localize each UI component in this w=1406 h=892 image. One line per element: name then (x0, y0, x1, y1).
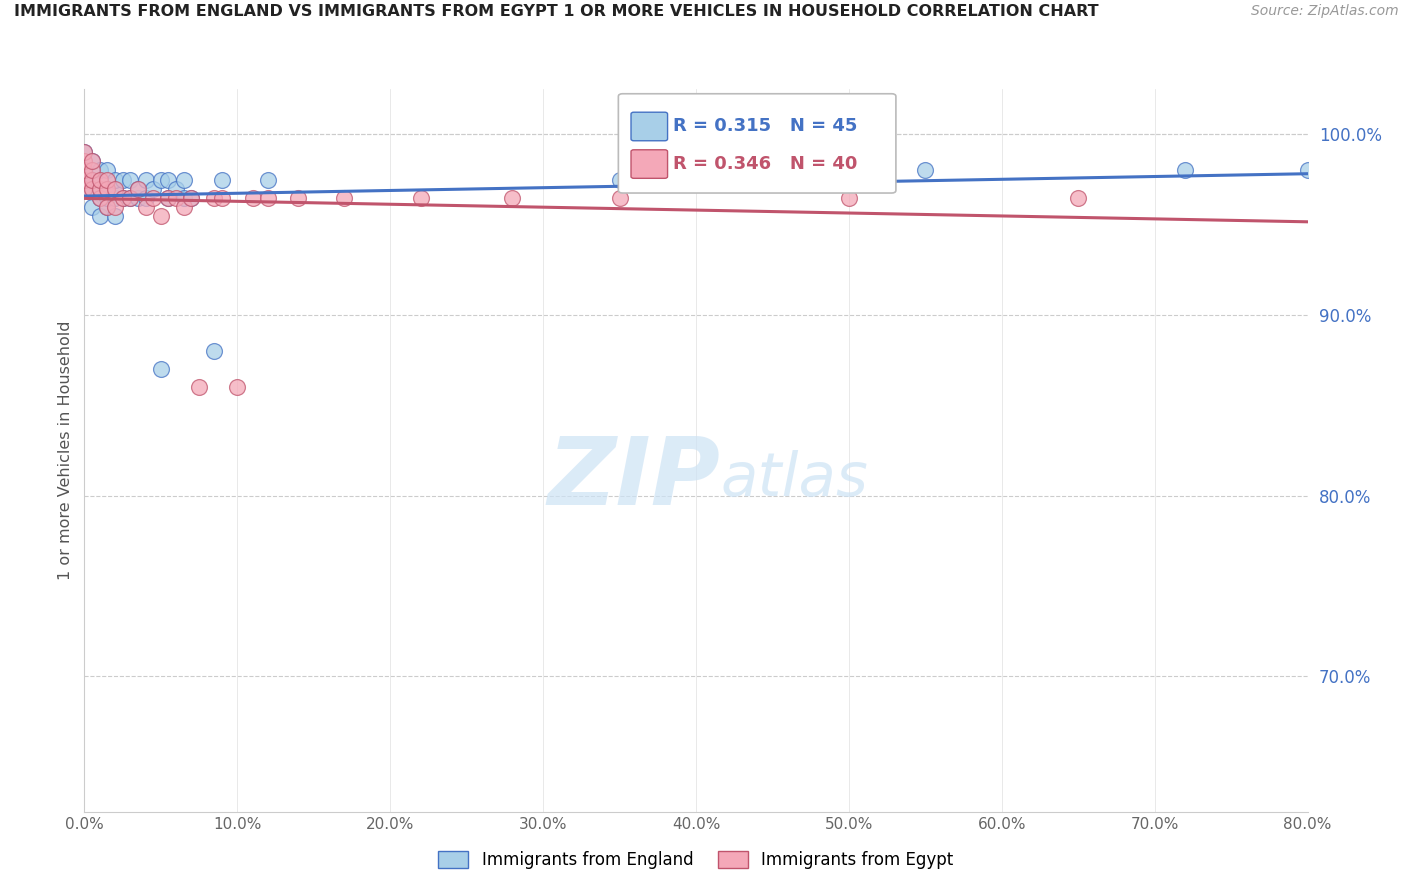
Point (80, 172, 103, 186)
Text: atlas: atlas (720, 450, 869, 508)
Text: ZIP: ZIP (547, 434, 720, 525)
Point (104, 172, 127, 186)
Point (89, 172, 111, 186)
Point (73, 145, 96, 160)
Point (80, 172, 103, 186)
Point (80, 154, 103, 169)
Point (80, 154, 103, 169)
Point (73, 172, 96, 186)
Point (257, 190, 280, 204)
Point (96, 200, 118, 214)
Point (173, 200, 195, 214)
Point (149, 362, 172, 376)
Point (89, 190, 111, 204)
Point (333, 190, 356, 204)
Point (104, 181, 127, 195)
Point (149, 172, 172, 186)
Point (157, 190, 180, 204)
Point (80, 200, 103, 214)
Point (111, 190, 134, 204)
Point (211, 172, 233, 186)
Point (1067, 190, 1090, 204)
Point (96, 190, 118, 204)
Point (73, 163, 96, 178)
Point (104, 190, 127, 204)
Point (96, 163, 118, 178)
Point (120, 172, 142, 186)
Point (73, 181, 96, 195)
Point (73, 154, 96, 169)
Point (96, 200, 118, 214)
Point (180, 190, 202, 204)
Point (180, 190, 202, 204)
Point (80, 181, 103, 195)
Point (127, 190, 149, 204)
Y-axis label: 1 or more Vehicles in Household: 1 or more Vehicles in Household (58, 321, 73, 580)
Point (242, 190, 264, 204)
Point (135, 172, 157, 186)
Point (502, 190, 524, 204)
Point (80, 163, 103, 178)
Point (609, 190, 631, 204)
Point (89, 209, 111, 223)
Point (226, 380, 249, 394)
Point (96, 172, 118, 186)
Point (838, 190, 860, 204)
Point (165, 190, 187, 204)
Point (111, 172, 134, 186)
Point (135, 200, 157, 214)
Point (157, 172, 180, 186)
Point (135, 190, 157, 204)
Point (609, 172, 631, 186)
Point (1174, 163, 1197, 178)
Point (80, 181, 103, 195)
Point (104, 200, 127, 214)
Point (89, 172, 111, 186)
Point (914, 163, 936, 178)
Point (96, 181, 118, 195)
Point (409, 190, 432, 204)
Text: Source: ZipAtlas.com: Source: ZipAtlas.com (1251, 4, 1399, 19)
Point (96, 181, 118, 195)
Point (104, 209, 127, 223)
Point (202, 344, 225, 359)
Point (287, 190, 309, 204)
Point (173, 190, 195, 204)
Point (73, 163, 96, 178)
Point (73, 145, 96, 160)
Point (202, 190, 225, 204)
Point (89, 181, 111, 195)
Point (165, 181, 187, 195)
Point (142, 190, 165, 204)
Point (89, 190, 111, 204)
Text: R = 0.315   N = 45: R = 0.315 N = 45 (673, 118, 858, 136)
Point (127, 181, 149, 195)
Point (89, 181, 111, 195)
Text: IMMIGRANTS FROM ENGLAND VS IMMIGRANTS FROM EGYPT 1 OR MORE VEHICLES IN HOUSEHOLD: IMMIGRANTS FROM ENGLAND VS IMMIGRANTS FR… (14, 4, 1098, 20)
Point (111, 190, 134, 204)
Point (257, 172, 280, 186)
Point (173, 172, 195, 186)
Point (149, 209, 172, 223)
Point (120, 190, 142, 204)
Point (1296, 163, 1319, 178)
Point (104, 181, 127, 195)
Point (142, 181, 165, 195)
Point (157, 190, 180, 204)
Point (120, 190, 142, 204)
Point (211, 190, 233, 204)
Point (73, 181, 96, 195)
Legend: Immigrants from England, Immigrants from Egypt: Immigrants from England, Immigrants from… (432, 844, 960, 876)
Point (127, 181, 149, 195)
Point (73, 172, 96, 186)
Point (89, 163, 111, 178)
Point (188, 380, 211, 394)
Text: R = 0.346   N = 40: R = 0.346 N = 40 (673, 155, 858, 173)
